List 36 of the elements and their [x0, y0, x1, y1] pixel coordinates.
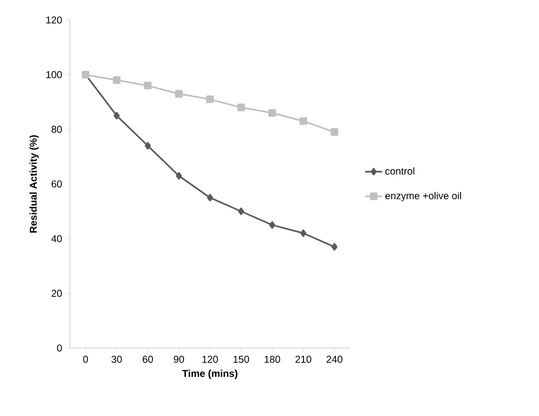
x-tick-label: 120: [202, 356, 218, 363]
x-tick-label: 210: [296, 356, 312, 363]
point: [206, 194, 214, 202]
point: [237, 104, 245, 112]
x-tick-label: 60: [142, 356, 153, 363]
y-tick-label: 0: [57, 344, 62, 352]
point: [175, 90, 183, 98]
point: [206, 95, 214, 104]
x-tick-label: 90: [174, 356, 184, 363]
x-tick-label: 180: [264, 356, 280, 363]
point: [114, 112, 120, 120]
point: [300, 229, 306, 237]
point: [300, 117, 308, 125]
point: [330, 128, 338, 136]
x-tick-label: 240: [326, 356, 342, 363]
point: [144, 82, 152, 90]
x-tick-label: 30: [112, 356, 122, 363]
point: [331, 243, 338, 251]
point: [238, 208, 244, 216]
legend-label: control: [385, 167, 414, 175]
y-tick-label: 60: [52, 180, 62, 188]
y-tick-label: 100: [46, 71, 62, 78]
point: [144, 142, 151, 150]
y-axis-title: Residual Activity (%): [29, 135, 39, 233]
point: [112, 76, 120, 84]
y-tick-label: 20: [52, 290, 62, 297]
x-tick-label: 0: [83, 356, 88, 363]
x-axis-title: Time (mins): [182, 370, 238, 379]
point: [268, 109, 276, 117]
y-tick-label: 40: [51, 235, 62, 242]
point: [176, 172, 182, 180]
x-tick-label: 150: [234, 356, 250, 363]
y-tick-label: 80: [52, 126, 62, 133]
point: [269, 221, 276, 229]
y-tick-label: 120: [46, 16, 62, 24]
legend-label: enzyme +olive oil: [385, 192, 461, 202]
